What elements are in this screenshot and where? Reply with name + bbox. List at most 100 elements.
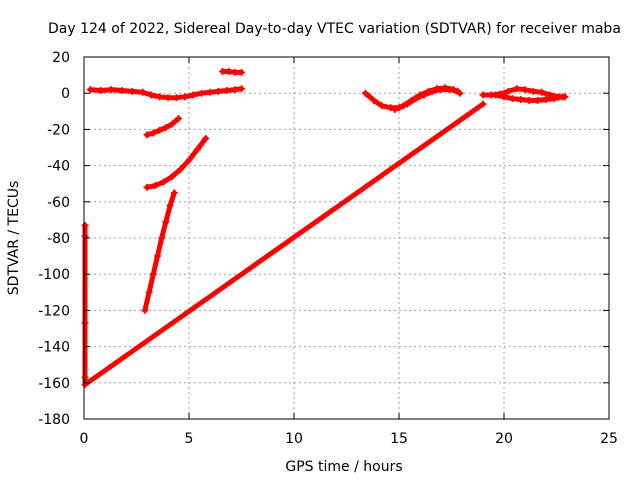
data-point	[391, 105, 399, 113]
data-point	[185, 156, 193, 164]
data-point	[202, 134, 210, 142]
data-layer	[81, 67, 569, 389]
data-point	[517, 96, 525, 104]
data-point	[154, 252, 161, 260]
data-point	[479, 100, 487, 108]
data-point	[450, 86, 458, 94]
y-tick-label: -40	[47, 159, 70, 175]
series-trace	[144, 135, 209, 190]
data-point	[479, 91, 487, 99]
grid	[84, 57, 609, 419]
data-point	[143, 183, 151, 191]
y-axis-label: SDTVAR / TECUs	[6, 181, 22, 296]
data-point	[513, 85, 521, 93]
data-point	[416, 91, 424, 99]
data-point	[238, 68, 245, 76]
data-point	[147, 91, 155, 99]
data-point	[441, 84, 449, 92]
data-point	[156, 126, 164, 134]
y-tick-label: -180	[38, 412, 70, 428]
data-point	[107, 86, 115, 94]
series-arc-plus-12	[219, 67, 245, 76]
x-tick-label: 15	[390, 431, 408, 447]
series-trace	[82, 101, 486, 388]
x-tick-label: 20	[495, 431, 513, 447]
data-point	[424, 87, 432, 95]
data-point	[149, 129, 157, 137]
data-point	[504, 87, 512, 95]
data-point	[223, 86, 231, 94]
x-tick-label: 0	[80, 431, 89, 447]
data-point	[408, 96, 416, 104]
data-point	[238, 85, 245, 93]
data-point	[198, 89, 206, 97]
data-point	[542, 96, 550, 104]
data-point	[219, 67, 227, 75]
data-point	[559, 93, 567, 101]
data-point	[550, 95, 558, 103]
x-axis-label: GPS time / hours	[285, 459, 402, 475]
data-point	[164, 94, 172, 102]
ticks: 0 5 10 15 20 25 -180 -160 -140 -120 -100 -80 -60 -40 -…	[38, 50, 618, 447]
series-arc-minus-23	[143, 115, 182, 139]
y-tick-label: 20	[52, 50, 70, 66]
y-tick-label: -160	[38, 376, 70, 392]
data-point	[81, 373, 89, 381]
data-point	[370, 96, 378, 104]
data-point	[492, 91, 500, 99]
series-arc-near-zero-early	[86, 85, 245, 102]
data-point	[538, 88, 546, 96]
data-point	[433, 85, 441, 93]
data-point	[139, 88, 147, 96]
chart-title: Day 124 of 2022, Sidereal Day-to-day VTE…	[48, 21, 621, 37]
data-point	[145, 288, 153, 296]
series-arc-midday-b	[391, 84, 464, 113]
series-arc-minus-52	[143, 134, 210, 191]
data-point	[170, 189, 178, 197]
data-point	[175, 115, 182, 123]
data-point	[214, 87, 222, 95]
y-tick-label: -100	[38, 267, 70, 283]
data-point	[231, 68, 239, 76]
data-point	[387, 104, 395, 112]
data-point	[456, 89, 464, 97]
data-point	[521, 86, 529, 94]
data-point	[97, 86, 105, 94]
y-tick-label: -120	[38, 303, 70, 319]
data-point	[172, 94, 180, 102]
y-tick-label: 0	[61, 86, 70, 102]
data-point	[81, 381, 89, 389]
data-point	[141, 306, 149, 314]
data-point	[529, 87, 537, 95]
data-point	[206, 88, 214, 96]
data-point	[81, 221, 89, 229]
data-point	[149, 270, 157, 278]
data-point	[81, 232, 89, 240]
y-tick-label: -60	[47, 195, 70, 211]
data-point	[177, 165, 185, 173]
series-arc-evening-b	[492, 91, 567, 104]
data-point	[189, 91, 197, 99]
x-tick-label: 5	[185, 431, 194, 447]
x-tick-label: 10	[285, 431, 303, 447]
data-point	[168, 120, 176, 128]
data-point	[231, 86, 239, 94]
data-point	[181, 93, 189, 101]
data-point	[160, 178, 168, 186]
data-point	[128, 87, 136, 95]
data-point	[151, 182, 159, 190]
y-tick-label: -140	[38, 340, 70, 356]
data-point	[225, 67, 233, 75]
data-point	[81, 319, 89, 327]
series-arc-steep	[141, 189, 178, 314]
data-point	[500, 93, 508, 101]
data-point	[143, 131, 151, 139]
data-point	[156, 93, 164, 101]
data-point	[168, 172, 176, 180]
data-point	[508, 95, 516, 103]
data-point	[193, 145, 201, 153]
data-point	[399, 102, 407, 110]
y-tick-label: -80	[47, 231, 70, 247]
x-tick-label: 25	[600, 431, 618, 447]
